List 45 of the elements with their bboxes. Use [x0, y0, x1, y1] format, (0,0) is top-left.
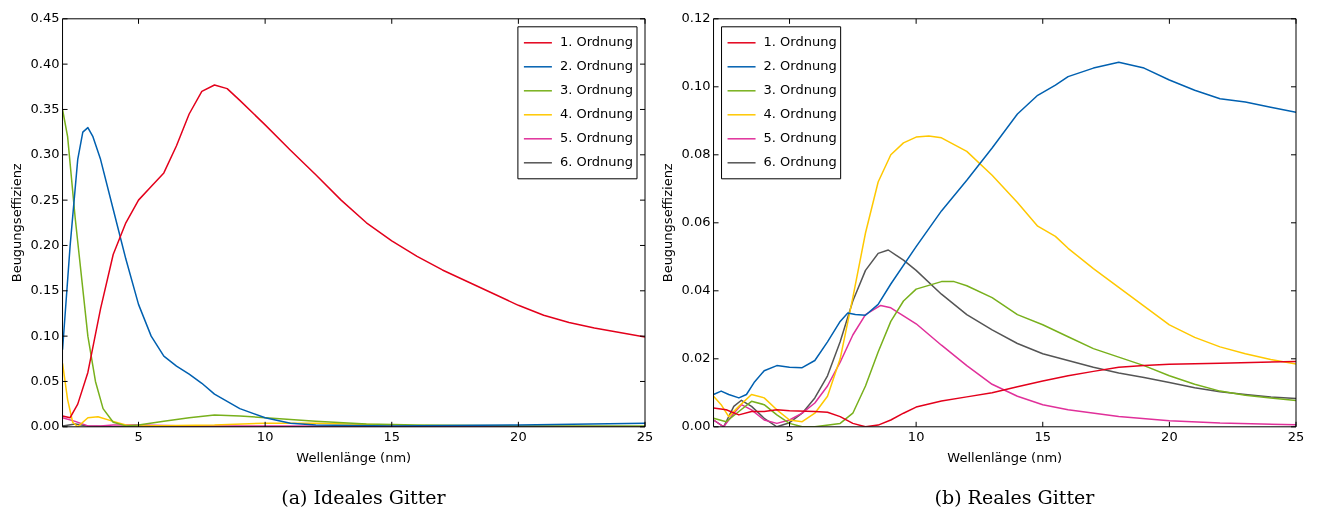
x-tick-label: 10: [256, 428, 274, 444]
x-tick-label: 5: [134, 428, 143, 444]
y-tick-label: 0.40: [30, 55, 60, 71]
y-tick-label: 0.10: [681, 78, 711, 94]
x-tick-label: 20: [510, 428, 527, 444]
y-tick-label: 0.15: [30, 282, 60, 298]
y-tick-label: 0.00: [681, 418, 711, 434]
legend-label: 4. Ordnung: [763, 106, 837, 122]
y-tick-label: 0.45: [30, 10, 60, 26]
y-tick-label: 0.35: [30, 100, 60, 116]
x-tick-label: 10: [907, 428, 925, 444]
legend-label: 6. Ordnung: [559, 154, 633, 170]
legend-label: 5. Ordnung: [763, 130, 837, 146]
y-tick-label: 0.25: [30, 191, 60, 207]
x-tick-label: 25: [636, 428, 654, 444]
y-tick-label: 0.04: [681, 282, 711, 298]
legend-label: 2. Ordnung: [763, 58, 837, 74]
y-axis-title: Beugungseffizienz: [660, 163, 676, 283]
x-tick-label: 20: [1161, 428, 1178, 444]
legend-label: 1. Ordnung: [559, 34, 633, 50]
x-axis-title: Wellenlänge (nm): [947, 449, 1063, 465]
x-tick-label: 15: [1034, 428, 1052, 444]
x-axis-title: Wellenlänge (nm): [296, 449, 412, 465]
text: (b) Reales Gitter: [933, 486, 1096, 508]
y-tick-label: 0.12: [681, 10, 711, 26]
legend-label: 2. Ordnung: [559, 58, 633, 74]
legend-label: 6. Ordnung: [763, 154, 837, 170]
y-tick-label: 0.02: [681, 350, 711, 366]
legend-label: 4. Ordnung: [559, 106, 633, 122]
y-tick-label: 0.10: [30, 327, 60, 343]
x-tick-label: 25: [1287, 428, 1305, 444]
x-tick-label: 5: [785, 428, 794, 444]
y-tick-label: 0.30: [30, 146, 60, 162]
text: (a) Ideales Gitter: [280, 486, 447, 508]
y-tick-label: 0.20: [30, 236, 60, 252]
y-tick-label: 0.08: [681, 146, 711, 162]
legend-label: 1. Ordnung: [763, 34, 837, 50]
y-tick-label: 0.06: [681, 214, 711, 230]
y-tick-label: 0.05: [30, 372, 60, 388]
x-tick-label: 15: [383, 428, 401, 444]
legend-label: 3. Ordnung: [763, 82, 837, 98]
legend-label: 5. Ordnung: [559, 130, 633, 146]
y-axis-title: Beugungseffizienz: [9, 163, 25, 283]
y-tick-label: 0.00: [30, 418, 60, 434]
legend-label: 3. Ordnung: [559, 82, 633, 98]
